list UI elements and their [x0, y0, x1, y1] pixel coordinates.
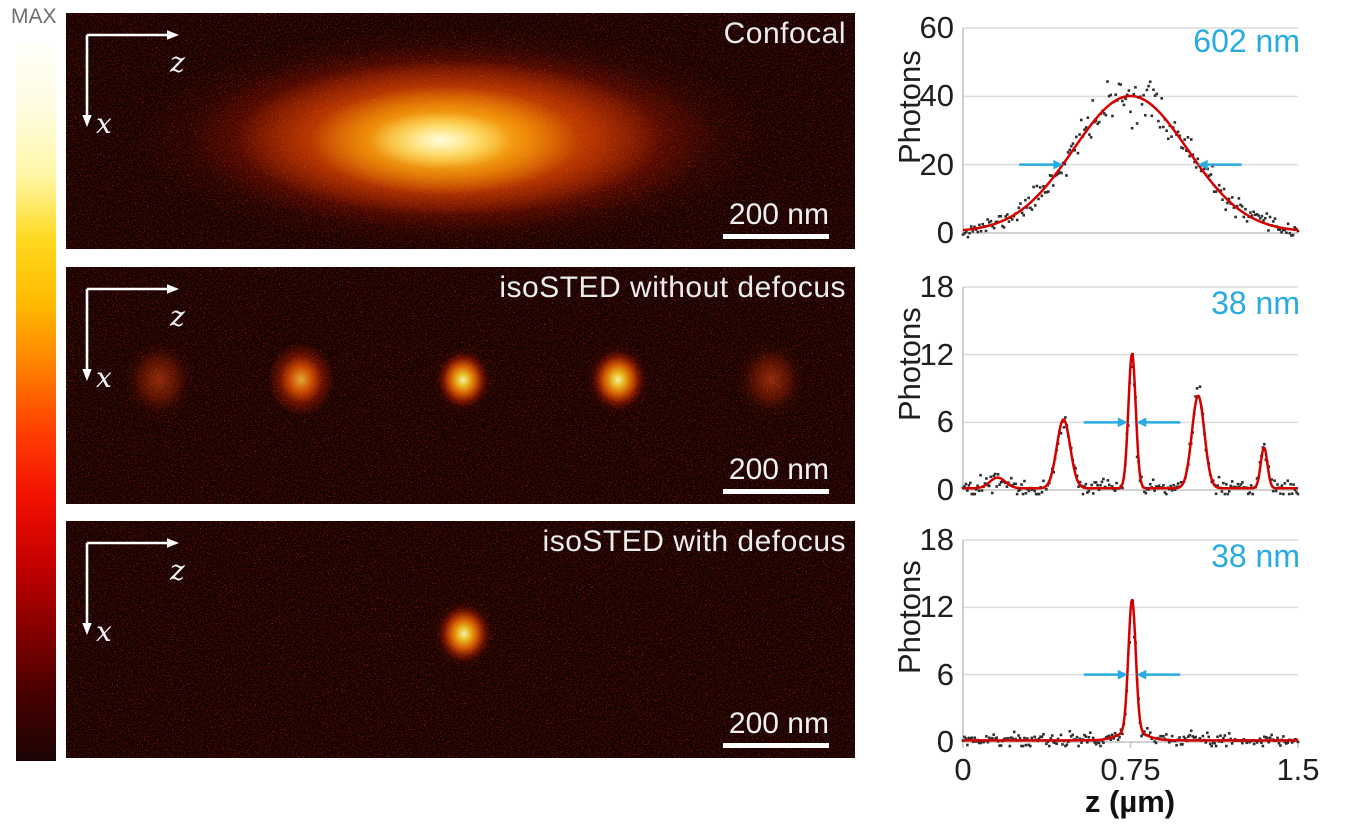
y-tick-label: 6 [936, 656, 954, 692]
profile-chart [961, 286, 1300, 496]
axis-z-label: z [170, 554, 185, 587]
panel-title: Confocal [723, 17, 846, 50]
axis-x-label: x [96, 615, 112, 648]
y-tick-label: 20 [919, 146, 954, 182]
fwhm-value-confocal: 602 nm [1193, 23, 1300, 59]
y-tick-label: 60 [919, 10, 954, 45]
fwhm-value-isosted-defocus: 38 nm [1211, 538, 1300, 574]
axis-x-label: x [96, 361, 112, 394]
y-tick-label: 18 [919, 269, 954, 304]
panel-isosted-with-defocus: z x isoSTED with defocus 200 nm [66, 521, 855, 758]
plot-isosted-without-defocus-profile [961, 286, 1300, 496]
scalebar [723, 234, 829, 239]
profile-chart [961, 539, 1300, 748]
colorbar-max-label: MAX [11, 5, 57, 28]
y-tick-label: 12 [919, 336, 954, 372]
panel-isosted-without-defocus: z x isoSTED without defocus 200 nm [66, 267, 855, 504]
panel-title: isoSTED without defocus [499, 271, 846, 304]
y-tick-label: 0 [936, 215, 954, 250]
axis-arrows-icon [82, 538, 179, 635]
panel-confocal: z x Confocal 200 nm [66, 13, 855, 249]
scalebar-label: 200 nm [728, 707, 829, 740]
fwhm-value-isosted: 38 nm [1211, 285, 1300, 321]
y-tick-label: 0 [936, 724, 954, 759]
y-tick-label: 40 [919, 78, 954, 114]
profile-chart [961, 27, 1300, 239]
y-tick-label: 6 [936, 404, 954, 440]
y-tick-label: 0 [936, 472, 954, 507]
intensity-colorbar [16, 44, 56, 761]
x-tick-label: 0.75 [1100, 752, 1161, 787]
axis-z-label: z [170, 46, 185, 79]
axis-x-label: x [96, 107, 112, 140]
scalebar [723, 489, 829, 494]
axis-arrows-icon [82, 30, 179, 127]
speckle-noise-overlay [66, 13, 855, 249]
scalebar-label: 200 nm [728, 198, 829, 231]
y-tick-label: 12 [919, 589, 954, 625]
scalebar [723, 743, 829, 748]
plot-isosted-with-defocus-profile [961, 539, 1300, 748]
x-tick-label: 0 [954, 752, 972, 787]
panel-title: isoSTED with defocus [542, 525, 846, 558]
x-axis-title: z (µm) [1084, 784, 1176, 819]
x-tick-label: 1.5 [1276, 752, 1320, 787]
speckle-noise-overlay [66, 521, 855, 758]
axis-arrows-icon [82, 284, 179, 381]
plot-confocal-profile [961, 27, 1300, 239]
axis-z-label: z [170, 300, 185, 333]
speckle-noise-overlay [66, 267, 855, 504]
scalebar-label: 200 nm [728, 453, 829, 486]
y-tick-label: 18 [919, 522, 954, 557]
